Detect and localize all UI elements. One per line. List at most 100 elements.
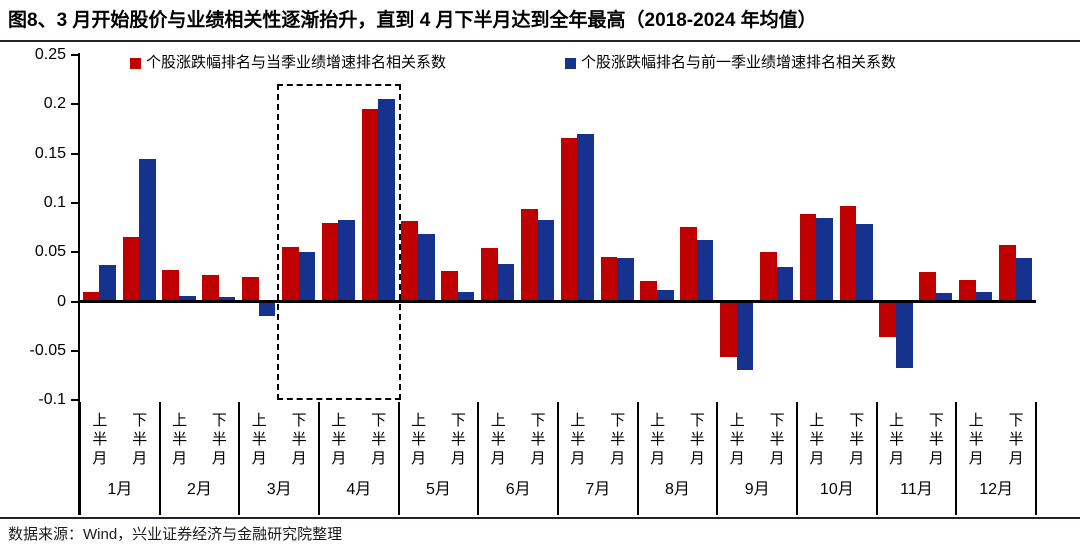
y-tick-label: -0.1 [38, 391, 66, 409]
y-axis-line [78, 53, 80, 515]
bar-red [680, 226, 697, 302]
month-separator [875, 402, 878, 515]
bar-red [560, 137, 578, 302]
y-tick-label: 0 [57, 292, 66, 310]
y-tick-label: 0.25 [34, 46, 66, 64]
legend-label-current-quarter: 个股涨跌幅排名与当季业绩增速排名相关系数 [146, 54, 447, 71]
legend-item-previous-quarter: 个股涨跌幅排名与前一季业绩增速排名相关系数 [565, 52, 896, 74]
x-month-label: 7月 [585, 481, 611, 498]
y-tick-label: 0.1 [43, 193, 66, 211]
x-half-month-label: 上半月 [650, 412, 666, 467]
y-tick-label: -0.05 [29, 341, 66, 359]
bar-red [242, 276, 259, 302]
bar-red [799, 213, 817, 302]
bar-blue [139, 158, 156, 302]
bar-red [441, 270, 458, 302]
bar-blue [617, 258, 634, 302]
bar-red [998, 245, 1016, 302]
y-tick [71, 399, 80, 402]
bar-blue [378, 99, 395, 302]
bar-blue [776, 267, 794, 302]
highlight-box [277, 84, 401, 400]
bar-red [839, 205, 857, 302]
x-half-month-label: 下半月 [291, 412, 307, 467]
month-separator [716, 402, 719, 515]
bar-blue [537, 219, 555, 302]
bar-red [82, 291, 100, 302]
x-month-label: 3月 [266, 481, 292, 498]
month-separator [1035, 402, 1037, 515]
x-half-month-label: 下半月 [371, 412, 387, 467]
bar-red [759, 252, 777, 302]
y-tick [71, 103, 80, 106]
source-note: 数据来源：Wind，兴业证券经济与金融研究院整理 [8, 526, 343, 543]
bar-blue [975, 291, 993, 302]
month-separator [318, 402, 320, 515]
x-half-month-label: 上半月 [809, 412, 825, 467]
y-tick-label: 0.2 [43, 95, 66, 113]
x-half-month-label: 上半月 [172, 412, 188, 467]
bar-blue [218, 296, 236, 302]
month-separator [79, 402, 81, 515]
bar-blue [99, 265, 116, 302]
x-half-month-label: 下半月 [769, 412, 785, 467]
bar-red [361, 109, 379, 302]
legend-item-current-quarter: 个股涨跌幅排名与当季业绩增速排名相关系数 [130, 52, 446, 74]
bar-blue [1015, 258, 1033, 302]
x-half-month-label: 下半月 [928, 412, 944, 467]
y-tick-label: 0.15 [34, 144, 66, 162]
y-tick [71, 251, 80, 254]
x-half-month-label: 下半月 [689, 412, 705, 467]
month-separator [238, 402, 241, 515]
bar-blue [418, 234, 435, 302]
bar-red [401, 220, 419, 302]
month-separator [955, 402, 958, 515]
bar-red [481, 248, 498, 302]
legend-swatch-blue-icon [565, 57, 576, 69]
month-separator [397, 402, 400, 515]
axis-bottom-rule [0, 517, 1080, 519]
bar-blue [457, 291, 475, 302]
x-half-month-label: 上半月 [92, 412, 108, 467]
bar-red [959, 279, 976, 302]
bar-red [720, 301, 737, 357]
bar-blue [298, 252, 316, 302]
x-half-month-label: 上半月 [251, 412, 267, 467]
bar-blue [497, 264, 515, 302]
month-separator [796, 402, 798, 515]
bar-red [919, 271, 936, 302]
bar-blue [935, 292, 953, 302]
bar-blue [736, 301, 754, 371]
bar-red [600, 257, 618, 302]
y-tick [71, 201, 80, 204]
month-separator [158, 402, 161, 515]
x-half-month-label: 上半月 [490, 412, 506, 467]
bar-blue [577, 133, 594, 302]
x-month-label: 4月 [346, 481, 372, 498]
x-month-label: 11月 [900, 481, 933, 498]
x-half-month-label: 下半月 [610, 412, 626, 467]
y-tick-label: 0.05 [34, 243, 66, 261]
bar-blue [816, 217, 833, 302]
bar-blue [179, 295, 196, 302]
legend-swatch-red-icon [130, 57, 141, 69]
x-half-month-label: 上半月 [570, 412, 586, 467]
x-half-month-label: 上半月 [729, 412, 745, 467]
x-month-label: 8月 [665, 481, 690, 498]
bar-red [122, 237, 140, 302]
bar-blue [657, 289, 674, 302]
y-tick [71, 54, 80, 57]
bar-blue [258, 301, 276, 317]
x-month-label: 5月 [426, 481, 451, 498]
bar-blue [338, 219, 355, 302]
x-half-month-label: 上半月 [889, 412, 905, 467]
x-half-month-label: 下半月 [530, 412, 546, 467]
bar-red [520, 208, 538, 302]
bar-red [640, 280, 658, 302]
bar-red [202, 274, 219, 302]
bar-blue [696, 240, 714, 302]
x-month-label: 9月 [744, 481, 770, 498]
bar-red [879, 301, 897, 337]
title-underline [0, 40, 1080, 42]
